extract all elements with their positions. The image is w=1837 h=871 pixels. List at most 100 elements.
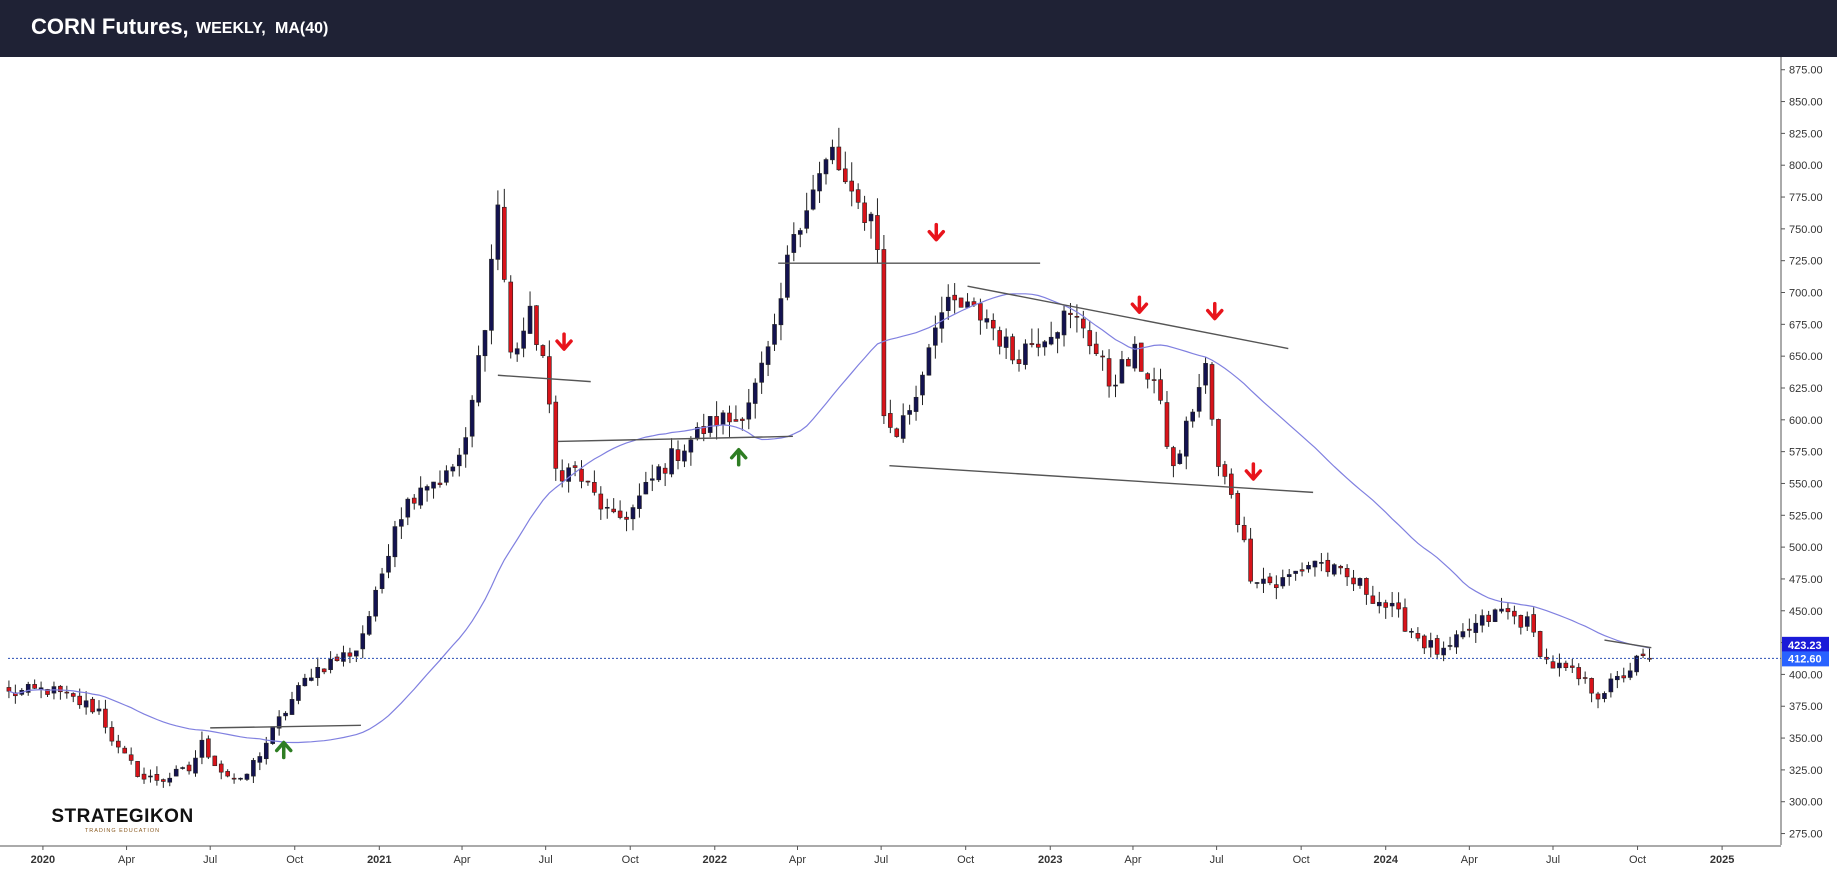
- candle-down: [154, 773, 160, 781]
- trendline: [889, 464, 1314, 494]
- candle-down: [714, 416, 719, 427]
- chart-header: CORN Futures, WEEKLY, MA(40): [0, 0, 1837, 57]
- candle-down: [701, 426, 707, 434]
- candle-up: [193, 757, 198, 774]
- candle-down: [1274, 584, 1279, 589]
- candle-down: [675, 449, 681, 461]
- candle-down: [122, 747, 128, 754]
- candle-down: [1467, 628, 1472, 631]
- candle-up: [424, 486, 430, 491]
- price-tick-label: 475.00: [1789, 574, 1823, 586]
- candle-down: [997, 330, 1002, 347]
- up-arrow-icon-head: [729, 447, 748, 460]
- candle-up: [514, 348, 520, 355]
- time-tick-label: Oct: [622, 854, 639, 866]
- candle-down: [218, 763, 224, 773]
- candle-up: [399, 519, 404, 527]
- trendline: [557, 435, 793, 443]
- candle-up: [1196, 387, 1202, 412]
- candle-down: [1537, 631, 1543, 657]
- candle-up: [1634, 655, 1639, 673]
- candle-up: [707, 416, 713, 433]
- candle-down: [617, 510, 623, 518]
- candle-up: [810, 189, 816, 210]
- price-tick-label: 400.00: [1789, 669, 1823, 681]
- candle-up: [1460, 631, 1466, 638]
- candle-down: [1151, 379, 1157, 381]
- candle-up: [148, 775, 153, 778]
- candle-up: [1254, 582, 1260, 584]
- candle-down: [1383, 602, 1389, 608]
- trendline: [967, 285, 1289, 350]
- candlestick-chart[interactable]: 275.00300.00325.00350.00375.00400.00425.…: [0, 57, 1837, 871]
- candle-down: [1145, 373, 1150, 380]
- price-tick-label: 350.00: [1789, 733, 1823, 745]
- candle-up: [1319, 562, 1324, 564]
- candle-down: [90, 698, 95, 713]
- candle-down: [1100, 355, 1105, 358]
- candle-down: [740, 418, 745, 421]
- candle-up: [791, 234, 797, 253]
- candle-up: [482, 330, 488, 357]
- candle-down: [321, 668, 327, 673]
- candle-down: [592, 481, 597, 493]
- candle-down: [1267, 576, 1273, 584]
- price-tick-label: 500.00: [1789, 542, 1823, 554]
- candle-down: [6, 687, 12, 692]
- candle-up: [444, 470, 449, 483]
- candle-up: [38, 687, 44, 690]
- time-tick-label: Oct: [1629, 854, 1646, 866]
- candle-up: [1409, 630, 1414, 633]
- candle-up: [469, 399, 475, 437]
- candle-up: [566, 467, 571, 482]
- candle-down: [1074, 316, 1080, 318]
- brand-logo: STRATEGIKON TRADING EDUCATION: [51, 806, 194, 834]
- candle-down: [862, 202, 867, 223]
- candle-down: [1068, 312, 1073, 315]
- candle-down: [624, 516, 629, 520]
- candle-down: [836, 146, 842, 171]
- candle-up: [1048, 336, 1054, 345]
- candle-down: [212, 755, 218, 767]
- price-tick-label: 725.00: [1789, 256, 1823, 268]
- candle-down: [1216, 419, 1221, 467]
- trendline: [497, 374, 591, 383]
- candle-up: [1331, 564, 1337, 575]
- candle-up: [379, 573, 385, 589]
- candle-up: [868, 213, 874, 222]
- price-tick-label: 325.00: [1789, 765, 1823, 777]
- candle-up: [296, 685, 301, 701]
- candle-up: [1608, 678, 1614, 693]
- candle-down: [70, 693, 76, 697]
- candle-down: [1640, 653, 1646, 657]
- candle-down: [1621, 675, 1627, 679]
- logo-tagline: TRADING EDUCATION: [84, 828, 161, 834]
- candle-down: [1029, 343, 1035, 345]
- candle-down: [727, 412, 732, 423]
- axes: 275.00300.00325.00350.00375.00400.00425.…: [0, 57, 1829, 866]
- candle-up: [354, 650, 359, 657]
- candle-up: [965, 301, 970, 308]
- down-arrow-icon-head: [1244, 469, 1263, 481]
- candle-up: [656, 466, 662, 481]
- candle-up: [1132, 343, 1138, 369]
- price-tick-label: 525.00: [1789, 510, 1823, 522]
- candle-up: [984, 318, 990, 323]
- logo-name: STRATEGIKON: [51, 806, 194, 827]
- candle-up: [251, 760, 256, 777]
- candle-up: [180, 767, 185, 769]
- candle-down: [1241, 524, 1247, 541]
- candle-up: [1627, 670, 1633, 678]
- candle-down: [1248, 538, 1253, 582]
- price-tick-label: 775.00: [1789, 192, 1823, 204]
- candle-down: [849, 180, 855, 192]
- candle-up: [1042, 341, 1048, 348]
- candle-up: [450, 466, 456, 472]
- candle-up: [1119, 359, 1125, 384]
- trendline: [210, 724, 361, 729]
- candle-down: [1505, 608, 1511, 613]
- candle-down: [1589, 678, 1594, 694]
- candle-up: [1306, 565, 1311, 570]
- candle-down: [1222, 464, 1228, 477]
- candle-up: [1376, 601, 1382, 607]
